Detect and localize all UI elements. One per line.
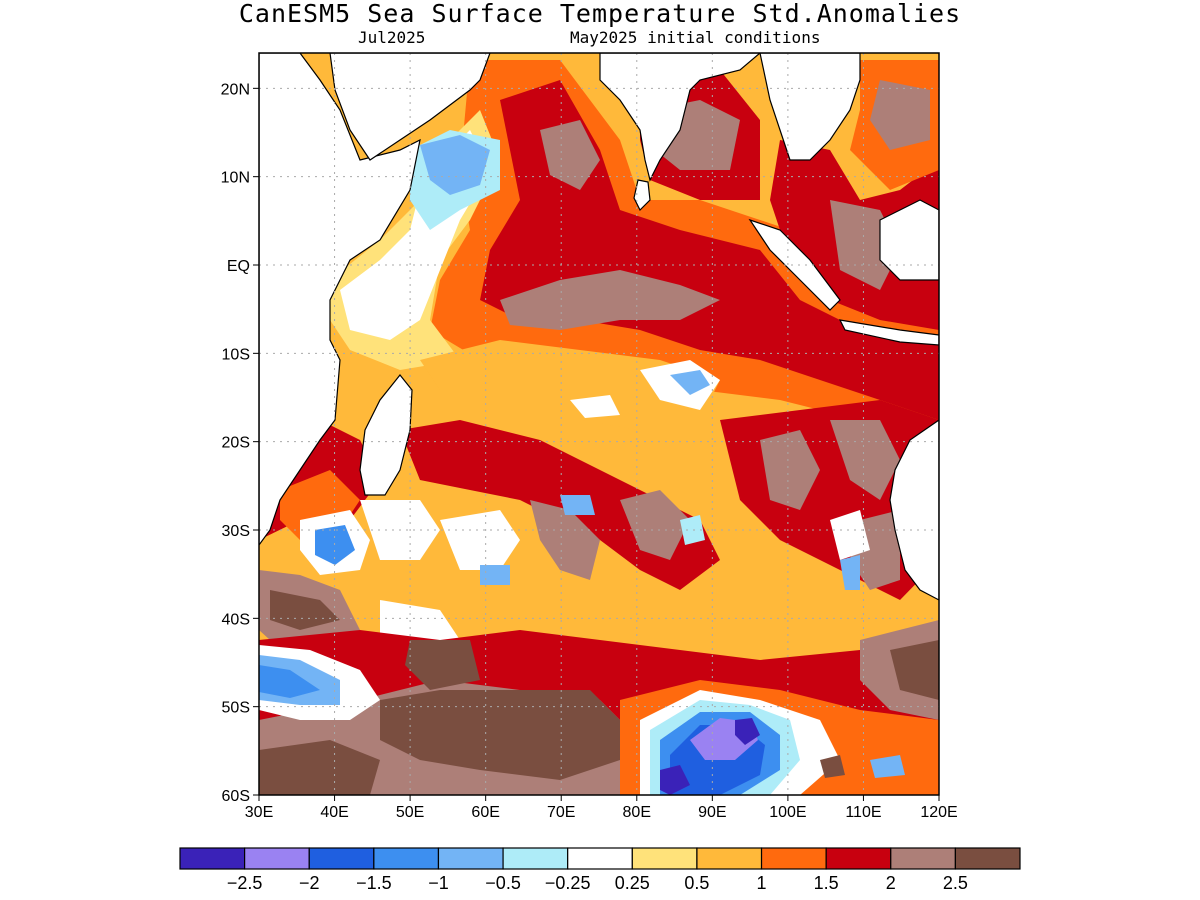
anomaly-region xyxy=(870,80,930,150)
india-landmass xyxy=(599,53,761,182)
sri-lanka-landmass xyxy=(633,179,651,212)
longitude-label: 120E xyxy=(920,804,957,821)
anomaly-region xyxy=(480,565,510,585)
anomaly-region xyxy=(680,515,705,545)
anomaly-region xyxy=(405,640,480,690)
anomaly-region xyxy=(380,690,620,780)
latitude-label: EQ xyxy=(227,258,250,275)
longitude-label: 110E xyxy=(845,804,881,821)
australia-landmass xyxy=(889,419,939,601)
colorbar-label: −1 xyxy=(428,873,449,893)
longitude-label: 90E xyxy=(698,804,726,821)
colorbar-swatch xyxy=(308,847,375,870)
longitude-label: 70E xyxy=(547,804,575,821)
sumatra-landmass xyxy=(748,218,841,311)
anomaly-field xyxy=(259,53,939,795)
colorbar-label: −1.5 xyxy=(356,873,392,893)
longitude-label: 100E xyxy=(769,804,806,821)
latitude-label: 20S xyxy=(222,435,250,452)
latitude-label: 20N xyxy=(221,81,250,98)
initial-conditions: May2025 initial conditions xyxy=(570,28,821,47)
anomaly-region xyxy=(270,590,340,630)
java-landmass xyxy=(838,319,939,346)
colorbar-swatch xyxy=(567,847,633,870)
colorbar-swatch xyxy=(825,847,892,870)
colorbar-label: 0.25 xyxy=(615,873,650,893)
colorbar-label: 2.5 xyxy=(943,873,968,893)
anomaly-region xyxy=(830,510,870,560)
colorbar-swatch xyxy=(631,847,698,870)
longitude-label: 30E xyxy=(245,804,273,821)
longitude-label: 60E xyxy=(471,804,499,821)
colorbar-label: 2 xyxy=(886,873,896,893)
colorbar xyxy=(179,847,1021,870)
colorbar-label: 0.5 xyxy=(684,873,709,893)
anomaly-region xyxy=(420,135,490,195)
colorbar-label: −0.25 xyxy=(545,873,591,893)
latitude-label: 10S xyxy=(222,346,250,363)
anomaly-region xyxy=(259,665,320,698)
latitude-label: 60S xyxy=(222,788,250,805)
forecast-month: Jul2025 xyxy=(358,28,426,47)
map-frame xyxy=(258,52,940,796)
anomaly-region xyxy=(760,430,820,510)
indochina-landmass xyxy=(759,53,861,161)
anomaly-region xyxy=(820,755,845,778)
colorbar-swatch xyxy=(760,847,827,870)
latitude-label: 50S xyxy=(222,700,250,717)
arabia-landmass xyxy=(329,53,491,161)
colorbar-swatch xyxy=(696,847,763,870)
madagascar-landmass xyxy=(359,374,413,496)
colorbar-swatch xyxy=(502,847,569,870)
graticule xyxy=(259,53,939,795)
colorbar-label: 1.5 xyxy=(814,873,839,893)
anomaly-region xyxy=(830,420,900,500)
colorbar-swatch xyxy=(179,847,246,870)
anomaly-region xyxy=(620,490,690,560)
latitude-label: 40S xyxy=(222,611,250,628)
colorbar-label: 1 xyxy=(757,873,767,893)
anomaly-region xyxy=(840,555,860,590)
africa-landmass xyxy=(259,53,421,547)
colorbar-swatch xyxy=(373,847,440,870)
anomaly-region xyxy=(670,370,710,395)
anomaly-region xyxy=(870,755,905,778)
anomaly-region xyxy=(735,718,760,745)
colorbar-label: −2.5 xyxy=(227,873,263,893)
anomaly-region xyxy=(440,510,520,570)
colorbar-swatch xyxy=(244,847,310,870)
anomaly-region xyxy=(540,120,600,190)
longitude-label: 50E xyxy=(396,804,424,821)
colorbar-labels: −2.5 −2 −1.5 −1 −0.5 −0.25 0.25 0.5 1 1.5 2 2.5 xyxy=(227,873,968,893)
anomaly-region xyxy=(570,395,620,418)
colorbar-swatch xyxy=(890,847,956,870)
anomaly-region xyxy=(660,765,690,795)
anomaly-region xyxy=(530,500,600,580)
latitude-label: 30S xyxy=(222,523,250,540)
longitude-axis: 30E 40E 50E 60E 70E 80E 90E 100E 110E 120E xyxy=(245,795,958,821)
anomaly-region xyxy=(259,740,380,795)
colorbar-label: −2 xyxy=(299,873,320,893)
borneo-landmass xyxy=(879,199,939,281)
longitude-label: 80E xyxy=(623,804,651,821)
latitude-label: 10N xyxy=(221,170,250,187)
anomaly-region xyxy=(560,495,595,515)
longitude-label: 40E xyxy=(320,804,348,821)
anomaly-region xyxy=(420,340,720,430)
colorbar-swatch xyxy=(954,847,1021,870)
map-title: CanESM5 Sea Surface Temperature Std.Anom… xyxy=(238,0,962,28)
anomaly-region xyxy=(890,640,939,700)
colorbar-swatch xyxy=(437,847,504,870)
land xyxy=(259,53,939,601)
colorbar-label: −0.5 xyxy=(485,873,521,893)
anomaly-region xyxy=(500,270,720,330)
latitude-axis: 20N 10N EQ 10S 20S 30S 40S 50S 60S xyxy=(221,81,259,805)
